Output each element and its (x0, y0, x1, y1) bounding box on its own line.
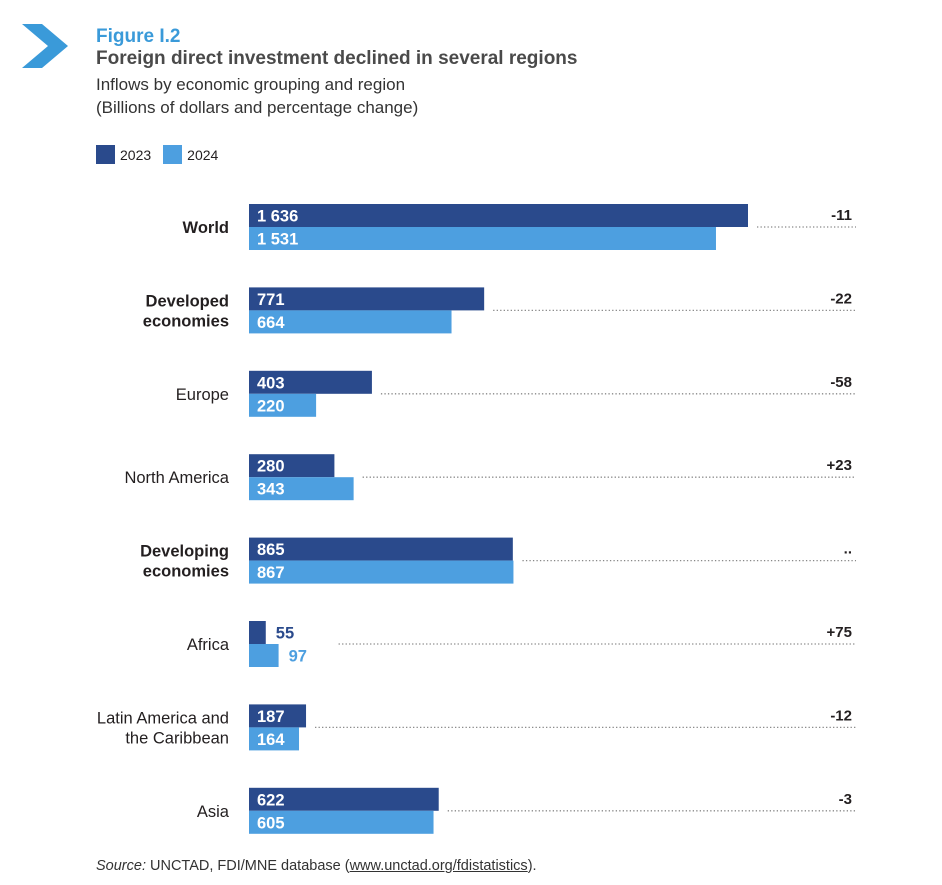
value-label-asia-2023: 622 (257, 791, 285, 809)
category-label-line: World (183, 219, 229, 237)
pct-change-developed-economies: -22 (830, 290, 852, 307)
value-label-europe-2023: 403 (257, 374, 285, 392)
legend: 2023 2024 (96, 145, 230, 164)
value-label-north-america-2023: 280 (257, 458, 285, 476)
chart-title: Foreign direct investment declined in se… (96, 48, 578, 69)
bar-north-america-2023 (249, 454, 335, 478)
bar-developing-economies-2024 (249, 560, 514, 584)
bar-world-2024 (249, 227, 716, 250)
value-label-latin-america-and-the-caribbean-2023: 187 (257, 708, 285, 726)
chart-subtitle: Inflows by economic grouping and region … (96, 73, 418, 119)
category-label-line: economies (143, 312, 229, 330)
bar-north-america-2024 (249, 477, 354, 501)
bar-asia-2023 (249, 787, 439, 811)
bar-latin-america-and-the-caribbean-2023 (249, 704, 307, 728)
value-label-africa-2024: 97 (289, 648, 307, 666)
value-label-world-2023: 1 636 (257, 208, 298, 226)
category-label-line: Asia (197, 803, 230, 821)
value-label-latin-america-and-the-caribbean-2024: 164 (257, 731, 285, 749)
pct-change-europe: -58 (830, 374, 852, 391)
value-label-developing-economies-2024: 867 (257, 564, 285, 582)
pct-change-world: -11 (831, 207, 852, 224)
figure-label: Figure I.2 (96, 26, 181, 47)
legend-label-2024: 2024 (187, 146, 219, 163)
bar-africa-2024 (249, 644, 279, 667)
source-text: UNCTAD, FDI/MNE database ( (145, 858, 350, 874)
bar-asia-2024 (249, 810, 434, 834)
category-label-latin-america-and-the-caribbean: Latin America and the Caribbean (97, 709, 229, 747)
category-label-line: the Caribbean (125, 729, 229, 747)
pct-change-latin-america-and-the-caribbean: -12 (830, 707, 852, 724)
category-label-line: North America (124, 469, 229, 487)
category-label-line: Europe (176, 386, 229, 404)
subtitle-line-2: (Billions of dollars and percentage chan… (96, 98, 419, 117)
category-label-europe: Europe (176, 386, 229, 404)
bar-world-2023 (249, 204, 748, 227)
bar-latin-america-and-the-caribbean-2024 (249, 727, 300, 751)
legend-item-2023: 2023 (96, 145, 151, 164)
value-label-europe-2024: 220 (257, 397, 285, 415)
legend-swatch-2023 (96, 145, 115, 164)
pct-change-africa: +75 (827, 624, 852, 641)
value-label-developing-economies-2023: 865 (257, 541, 285, 559)
source-end: ). (527, 858, 537, 874)
source-label: Source: (96, 858, 146, 874)
bar-europe-2024 (249, 393, 317, 417)
value-label-world-2024: 1 531 (257, 231, 298, 249)
value-label-developed-economies-2023: 771 (257, 291, 285, 309)
chevron-arrow-icon (22, 24, 68, 68)
legend-swatch-2024 (163, 145, 183, 164)
category-label-north-america: North America (124, 469, 229, 487)
source-link[interactable]: www.unctad.org/fdistatistics (349, 858, 528, 874)
bar-europe-2023 (249, 370, 372, 394)
bar-developed-economies-2023 (249, 287, 485, 311)
value-label-north-america-2024: 343 (257, 481, 285, 499)
category-label-line: economies (143, 563, 229, 581)
pct-change-asia: -3 (839, 791, 852, 808)
category-label-line: Developed (146, 292, 229, 310)
source-note: Source: UNCTAD, FDI/MNE database (www.un… (96, 858, 537, 874)
category-label-developing-economies: Developing economies (140, 543, 229, 581)
bar-developed-economies-2024 (249, 310, 452, 334)
value-label-developed-economies-2024: 664 (257, 314, 285, 332)
category-label-africa: Africa (187, 636, 230, 654)
category-label-line: Latin America and (97, 709, 229, 727)
category-label-line: Developing (140, 543, 229, 561)
category-label-asia: Asia (197, 803, 230, 821)
subtitle-line-1: Inflows by economic grouping and region (96, 75, 406, 94)
category-label-developed-economies: Developed economies (143, 292, 229, 330)
legend-item-2024: 2024 (163, 145, 218, 164)
value-label-asia-2024: 605 (257, 814, 285, 832)
pct-change-developing-economies: .. (844, 541, 852, 558)
category-label-world: World (183, 219, 229, 237)
value-label-africa-2023: 55 (276, 625, 294, 643)
category-label-line: Africa (187, 636, 230, 654)
legend-label-2023: 2023 (120, 146, 152, 163)
pct-change-north-america: +23 (827, 457, 852, 474)
bar-developing-economies-2023 (249, 537, 513, 561)
bar-africa-2023 (249, 621, 266, 644)
